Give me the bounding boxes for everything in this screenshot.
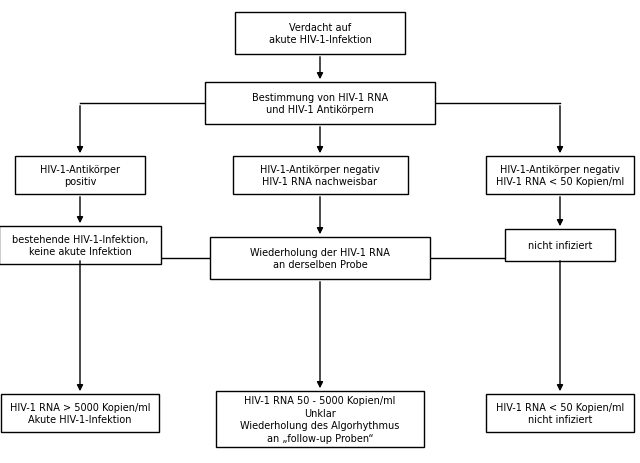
Bar — [210, 238, 430, 279]
Bar — [0, 226, 161, 264]
Bar — [232, 156, 408, 194]
Text: Bestimmung von HIV-1 RNA
und HIV-1 Antikörpern: Bestimmung von HIV-1 RNA und HIV-1 Antik… — [252, 93, 388, 115]
Bar — [205, 83, 435, 125]
Bar — [486, 156, 634, 194]
Bar — [1, 394, 159, 432]
Text: HIV-1-Antikörper negativ
HIV-1 RNA nachweisbar: HIV-1-Antikörper negativ HIV-1 RNA nachw… — [260, 164, 380, 187]
Text: HIV-1 RNA > 5000 Kopien/ml
Akute HIV-1-Infektion: HIV-1 RNA > 5000 Kopien/ml Akute HIV-1-I… — [10, 402, 150, 424]
Text: Wiederholung der HIV-1 RNA
an derselben Probe: Wiederholung der HIV-1 RNA an derselben … — [250, 247, 390, 269]
Text: nicht infiziert: nicht infiziert — [528, 240, 592, 250]
Bar — [486, 394, 634, 432]
Text: HIV-1-Antikörper
positiv: HIV-1-Antikörper positiv — [40, 164, 120, 187]
Text: HIV-1 RNA 50 - 5000 Kopien/ml
Unklar
Wiederholung des Algorhythmus
an „follow-up: HIV-1 RNA 50 - 5000 Kopien/ml Unklar Wie… — [240, 395, 400, 443]
Bar — [235, 13, 405, 55]
Text: bestehende HIV-1-Infektion,
keine akute Infektion: bestehende HIV-1-Infektion, keine akute … — [12, 234, 148, 257]
Bar — [505, 230, 615, 262]
Text: Verdacht auf
akute HIV-1-Infektion: Verdacht auf akute HIV-1-Infektion — [269, 23, 371, 45]
Bar — [15, 156, 145, 194]
Text: HIV-1 RNA < 50 Kopien/ml
nicht infiziert: HIV-1 RNA < 50 Kopien/ml nicht infiziert — [496, 402, 624, 424]
Bar — [216, 391, 424, 447]
Text: HIV-1-Antikörper negativ
HIV-1 RNA < 50 Kopien/ml: HIV-1-Antikörper negativ HIV-1 RNA < 50 … — [496, 164, 624, 187]
